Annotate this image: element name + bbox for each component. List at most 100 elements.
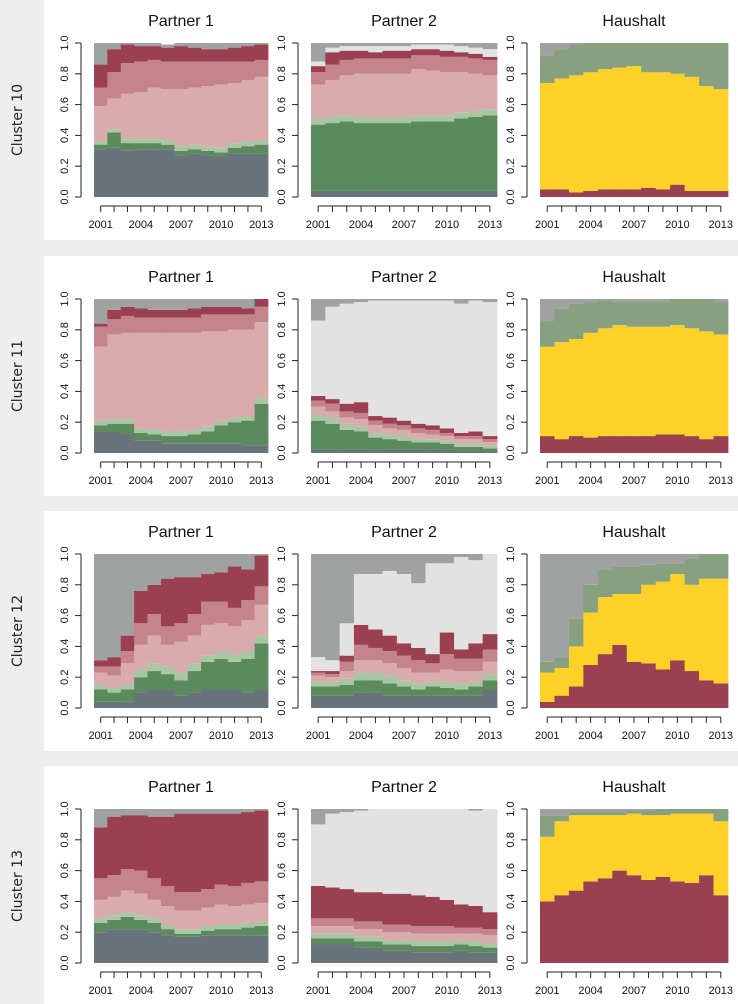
x-tick-label: 2001	[306, 475, 330, 487]
bar-segment	[147, 918, 162, 923]
bar-segment	[107, 915, 122, 920]
y-tick-label: 1.0	[505, 291, 517, 306]
bar-segment	[160, 317, 175, 333]
bar-segment	[120, 93, 135, 139]
bar-segment	[214, 813, 229, 885]
bar-segment	[187, 87, 202, 145]
bar-segment	[368, 809, 383, 893]
bar-segment	[655, 563, 671, 582]
bar-segment	[160, 666, 175, 675]
bar-segment	[713, 190, 729, 197]
bar-segment	[425, 439, 441, 443]
bar-segment	[227, 147, 242, 154]
bar-segment	[241, 927, 256, 936]
bar-segment	[120, 929, 135, 963]
bar-segment	[439, 449, 455, 453]
x-tick-label: 2001	[306, 219, 330, 231]
bar-segment	[396, 655, 412, 668]
bar-segment	[641, 43, 657, 73]
x-tick-label: 2010	[435, 730, 459, 742]
bar-segment	[454, 118, 469, 191]
bar-segment	[396, 554, 412, 575]
bar-segment	[382, 932, 398, 940]
bar-segment	[454, 46, 469, 53]
bar-segment	[241, 308, 256, 315]
bar-segment	[425, 55, 441, 71]
y-tick-label: 0.6	[505, 97, 517, 112]
bar-segment	[214, 572, 229, 602]
bar-segment	[583, 302, 599, 333]
bar-segment	[454, 446, 469, 452]
bar-segment	[454, 451, 469, 453]
x-tick-label: 2007	[392, 985, 416, 997]
bar-segment	[353, 73, 369, 117]
bar-segment	[214, 43, 229, 50]
bar-segment	[425, 434, 441, 440]
bar-segment	[353, 929, 369, 937]
bar-segment	[311, 918, 326, 927]
bar-segment	[382, 299, 398, 301]
bar-segment	[325, 918, 341, 927]
bar-segment	[439, 809, 455, 900]
bar-segment	[254, 935, 269, 963]
bar-segment	[368, 921, 383, 930]
bar-segment	[311, 554, 326, 658]
bar-segment	[396, 932, 412, 940]
bar-segment	[147, 671, 162, 690]
bar-segment	[147, 922, 162, 933]
bar-segment	[134, 677, 148, 693]
bar-segment	[425, 442, 441, 450]
bar-segment	[655, 669, 671, 708]
bar-segment	[241, 314, 256, 330]
bar-segment	[107, 132, 122, 148]
bar-segment	[241, 329, 256, 417]
bar-segment	[568, 303, 584, 340]
bar-segment	[353, 412, 369, 420]
bar-segment	[641, 299, 657, 303]
bar-segment	[201, 689, 215, 708]
bar-segment	[94, 689, 108, 702]
bar-segment	[568, 43, 584, 45]
bar-segment	[454, 72, 469, 113]
y-tick-label: 1.0	[505, 546, 517, 561]
bar-segment	[368, 692, 383, 708]
bar-segment	[227, 306, 242, 315]
bar-segment	[94, 144, 108, 150]
bar-segment	[241, 812, 256, 883]
bar-segment	[214, 601, 229, 624]
bar-segment	[325, 681, 341, 687]
x-tick-label: 2010	[435, 985, 459, 997]
bar-segment	[468, 451, 484, 453]
y-tick-label: 0.4	[276, 384, 288, 399]
bar-segment	[396, 425, 412, 430]
bar-segment	[214, 935, 229, 963]
bar-segment	[214, 809, 229, 814]
bar-segment	[482, 43, 498, 50]
bar-segment	[201, 889, 215, 908]
bar-segment	[612, 554, 628, 567]
bar-segment	[368, 300, 383, 417]
y-tick-label: 0.2	[276, 159, 288, 174]
bar-segment	[214, 658, 229, 690]
bar-segment	[368, 947, 383, 963]
bar-segment	[353, 921, 369, 930]
bar-segment	[94, 87, 108, 107]
bar-segment	[482, 115, 498, 191]
bar-segment	[454, 554, 469, 558]
bar-segment	[670, 809, 686, 814]
bar-segment	[641, 564, 657, 585]
bar-segment	[147, 59, 162, 88]
bar-segment	[174, 680, 189, 696]
bar-segment	[94, 149, 108, 197]
bar-segment	[94, 899, 108, 919]
bar-segment	[382, 123, 398, 191]
bar-segment	[439, 300, 455, 429]
bar-segment	[468, 58, 484, 74]
bar-segment	[107, 43, 122, 50]
bar-segment	[396, 420, 412, 426]
bar-segment	[94, 827, 108, 879]
bar-segment	[94, 666, 108, 673]
chart-title: Partner 1	[148, 269, 214, 286]
x-tick-label: 2010	[665, 475, 689, 487]
bar-segment	[482, 935, 498, 943]
